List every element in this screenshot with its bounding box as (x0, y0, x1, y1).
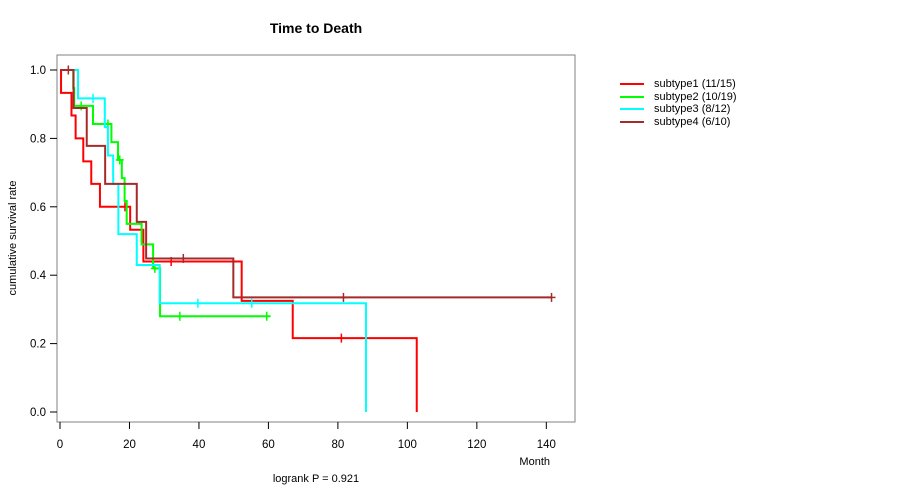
x-tick-label: 20 (123, 439, 136, 451)
legend-item-subtype1: subtype1 (11/15) (620, 78, 737, 91)
y-tick-label: 1.0 (30, 65, 46, 77)
km-curve-subtype4 (60, 69, 552, 299)
legend-item-subtype3: subtype3 (8/12) (620, 103, 737, 116)
km-curve-subtype3 (60, 69, 368, 412)
x-tick-label: 100 (398, 439, 417, 451)
km-curve-subtype2 (60, 69, 271, 318)
logrank-annotation: logrank P = 0.921 (272, 473, 360, 485)
legend-label-subtype4: subtype4 (6/10) (654, 115, 731, 128)
legend-label-subtype3: subtype3 (8/12) (654, 103, 731, 116)
legend-item-subtype4: subtype4 (6/10) (620, 116, 737, 129)
legend-label-subtype2: subtype2 (10/19) (654, 90, 737, 103)
y-tick-label: 0.4 (30, 270, 47, 282)
y-tick-label: 0.2 (30, 339, 46, 351)
x-tick-label: 60 (262, 439, 275, 451)
x-tick-label: 0 (57, 439, 63, 451)
x-tick-label: 80 (331, 439, 344, 451)
x-tick-label: 120 (467, 439, 486, 451)
plot-frame (56, 54, 576, 423)
legend-label-subtype1: subtype1 (11/15) (654, 78, 736, 91)
legend-item-subtype2: subtype2 (10/19) (620, 91, 737, 104)
km-curve-subtype1 (60, 69, 418, 412)
y-tick-label: 0.8 (30, 133, 46, 145)
legend-swatch-subtype3 (620, 108, 644, 111)
x-tick-label: 140 (537, 439, 556, 451)
x-tick-label: 40 (193, 439, 206, 451)
chart-title: Time to Death (269, 20, 363, 36)
legend-swatch-subtype4 (620, 120, 644, 123)
legend: subtype1 (11/15) subtype2 (10/19) subtype3… (620, 78, 737, 128)
y-tick-label: 0.0 (30, 407, 46, 419)
x-axis-label: Month (519, 456, 550, 468)
legend-swatch-subtype1 (620, 83, 644, 86)
legend-swatch-subtype2 (620, 95, 644, 98)
y-tick-label: 0.6 (30, 202, 46, 214)
